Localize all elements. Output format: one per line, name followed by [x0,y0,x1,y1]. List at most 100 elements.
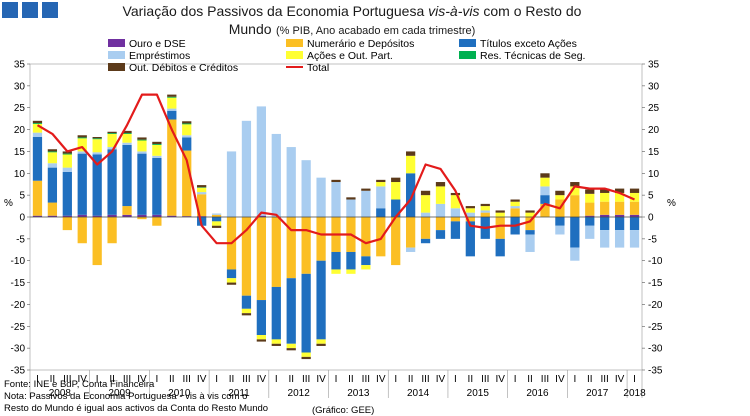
bar-segment [77,138,87,152]
bar-segment [152,214,162,217]
bar-segment [122,133,132,134]
x-tick-year: 2013 [347,388,370,399]
legend-label: Títulos exceto Ações [480,38,577,50]
bar-segment [316,177,326,217]
total-series-line [36,93,635,245]
bar-segment [600,192,610,202]
x-tick-quarter: III [421,374,429,385]
legend-swatch [108,51,125,59]
bar-segment [77,135,87,138]
bar-segment [570,182,580,187]
bar-segment [167,110,177,120]
bar-segment [450,195,461,209]
bar-segment [122,133,132,143]
bar-segment [420,190,431,196]
bar-segment [32,137,43,181]
bar-segment [525,217,535,231]
bar-segment [286,278,296,344]
legend-swatch [108,63,125,71]
bar-segment [107,133,117,134]
bar-segment [435,217,446,231]
bar-segment [286,217,296,279]
bar-segment [361,256,371,266]
legend-label: Ouro e DSE [129,38,186,50]
x-tick-quarter: III [541,374,549,385]
x-tick-quarter: IV [615,374,625,385]
bar-segment [420,238,431,244]
bar-segment [152,143,162,145]
bar-segment [122,144,132,207]
bar-segment [435,186,446,204]
bar-segment [450,192,461,196]
bar-segment [614,201,625,215]
bar-segment [406,151,416,156]
bar-segment [32,123,43,124]
bar-segment [32,215,43,217]
bar-segment [629,214,640,217]
bar-segment [585,217,595,226]
y-tick-label-right: 20 [648,125,660,136]
y-tick-label-right: -30 [648,344,663,355]
bar-segment [540,173,550,178]
legend-label: Numerário e Depósitos [307,38,414,50]
bar-segment [47,167,58,203]
bar-segment [629,230,640,248]
bar-segment [152,141,162,144]
bar-segment [376,208,386,217]
source-note: Fonte: INE e BdP, Conta Financeira [4,379,155,390]
bar-segment [226,269,237,279]
bar-segment [62,153,72,155]
x-tick-quarter: II [468,374,474,385]
x-tick-quarter: II [109,374,115,385]
bar-segment [107,131,117,134]
bar-segment [331,251,341,270]
legend-swatch [108,39,125,47]
bar-segment [286,348,296,351]
bar-segment [137,139,147,141]
bar-segment [301,160,311,217]
x-tick-quarter: I [633,374,636,385]
legend-label: Empréstimos [129,50,190,62]
y-tick-label-left: -15 [11,278,26,289]
bar-segment [465,208,475,213]
bar-segment [465,217,475,222]
bar-segment [47,202,58,216]
bar-segment [182,121,192,124]
bar-segment [331,179,341,183]
bar-segment [510,208,520,217]
bar-segment [211,213,222,215]
bar-segment [167,108,177,111]
bar-segment [346,199,356,217]
x-tick-quarter: I [96,374,99,385]
legend-label: Total [307,62,329,74]
bar-segment [465,221,475,257]
chart-title-line2: Mundo (% PIB, Ano acabado em cada trimes… [229,21,476,38]
bar-segment [107,147,117,150]
bar-segment [480,212,490,217]
x-tick-year: 2012 [288,388,311,399]
bar-segment [555,195,565,200]
y-tick-label-left: 10 [14,169,26,180]
bar-segment [47,152,58,164]
x-tick-quarter: I [155,374,158,385]
legend-label: Res. Técnicas de Seg. [480,50,585,62]
bar-segment [614,230,625,248]
bar-segment [182,135,192,138]
x-tick-quarter: III [302,374,310,385]
bar-segment [629,188,640,193]
x-tick-quarter: I [454,374,457,385]
bar-segment [316,343,326,346]
legend-swatch [286,51,303,59]
bar-segment [197,187,207,193]
bar-segment [77,214,87,217]
bar-segment [480,210,490,213]
bar-segment [510,201,520,207]
bar-segment [241,313,252,316]
bar-segment [182,137,192,151]
bar-segment [435,230,446,239]
y-tick-label-left: -35 [11,366,26,377]
bar-segment [256,339,266,342]
bar-segment [107,149,117,215]
y-axis-label-right: % [667,198,676,209]
